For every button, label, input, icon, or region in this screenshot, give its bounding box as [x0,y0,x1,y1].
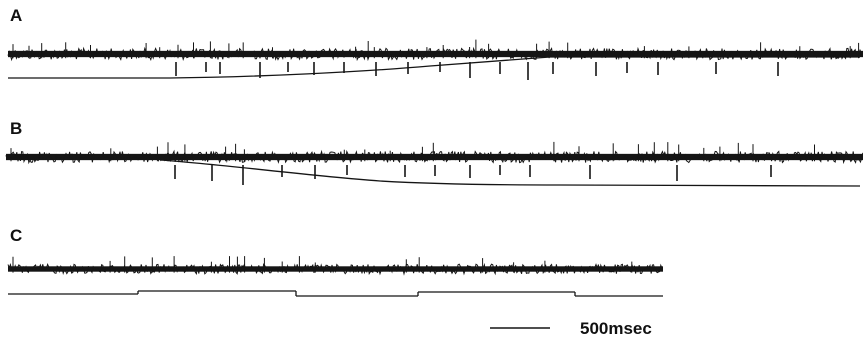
panel-a-spike-ticks [175,62,779,80]
panel-c-recording-trace [7,256,663,276]
trace-noise [7,46,863,62]
panel-a-label: A [10,6,22,25]
panel-b-recording-trace [5,141,863,165]
time-scale-bar: 500msec [490,319,652,338]
scale-bar-label: 500msec [580,319,652,338]
panel-b-label: B [10,119,22,138]
panel-b-stimulus-trace [159,159,861,187]
panel-a-stimulus-trace [8,56,860,79]
panel-a-recording-trace [7,39,863,62]
panel-a: A [7,6,863,80]
panel-b-spike-ticks [174,165,772,185]
panel-c-stimulus-marker [8,290,663,297]
panel-c: C [7,226,663,297]
panel-b: B [5,119,863,187]
trace-band [6,153,863,161]
panel-c-label: C [10,226,22,245]
trace-noise [7,262,663,276]
